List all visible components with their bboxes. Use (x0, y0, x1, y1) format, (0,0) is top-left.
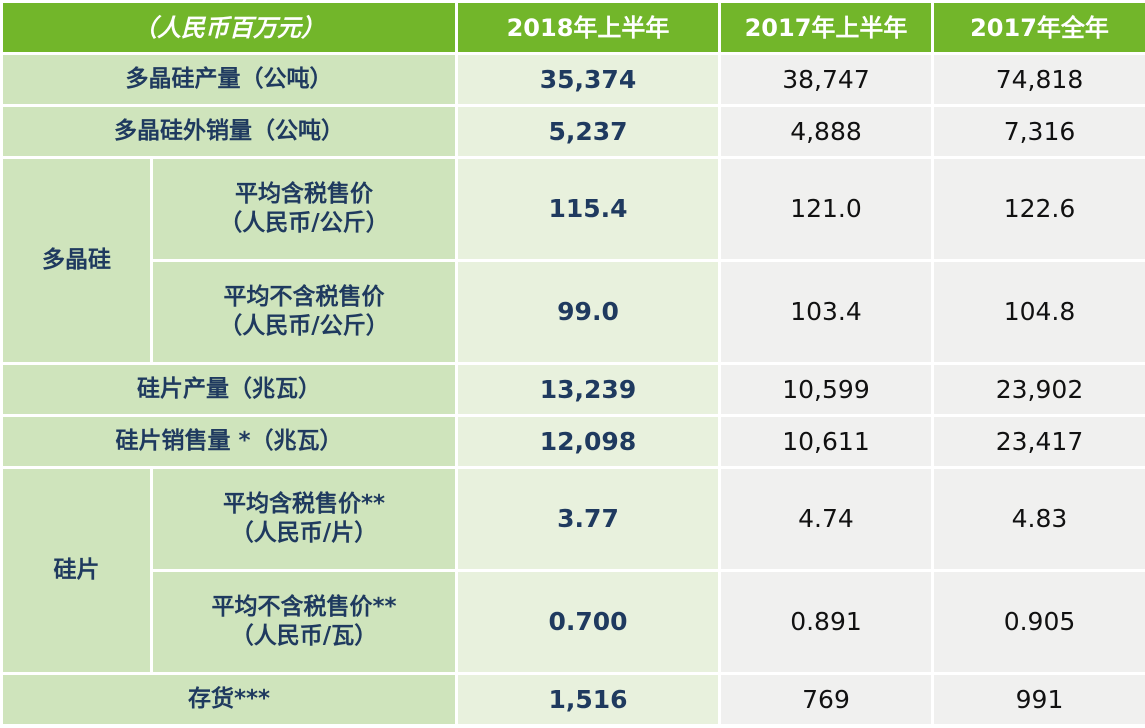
header-2018-h1: 2018年上半年 (455, 0, 721, 55)
cell-2018-h1: 35,374 (455, 52, 721, 107)
header-row: （人民币百万元） 2018年上半年 2017年上半年 2017年全年 (0, 0, 1145, 55)
header-2017-h1: 2017年上半年 (718, 0, 934, 55)
sublabel-line2: （人民币/公斤） (219, 210, 389, 236)
sublabel-line1: 平均不含税售价** (211, 594, 397, 621)
cell-2018-h1: 5,237 (455, 104, 721, 159)
row-label-wafer-output: 硅片产量（兆瓦） (0, 362, 458, 417)
sublabel-line1: 平均含税售价** (222, 491, 386, 518)
table-row: 平均不含税售价** （人民币/瓦） 0.700 0.891 0.905 (2, 569, 1145, 675)
cell-2017-h1: 103.4 (718, 259, 934, 365)
cell-2017-full-year: 7,316 (931, 104, 1145, 159)
row-label-poly-price-excl-tax: 平均不含税售价 （人民币/公斤） (150, 259, 458, 365)
cell-2017-h1: 4.74 (718, 466, 934, 572)
sublabel-line2: （人民币/片） (230, 520, 378, 546)
table-row: 硅片销售量 *（兆瓦） 12,098 10,611 23,417 (0, 414, 1145, 469)
cell-2018-h1: 3.77 (455, 466, 721, 572)
cell-2018-h1: 0.700 (455, 569, 721, 675)
header-unit: （人民币百万元） (0, 0, 458, 55)
cell-2018-h1: 115.4 (455, 156, 721, 262)
group-label-wafer: 硅片 (0, 466, 153, 675)
cell-2017-full-year: 991 (931, 672, 1145, 727)
row-label-inventory: 存货*** (0, 672, 458, 727)
cell-2017-full-year: 74,818 (931, 52, 1145, 107)
row-label-wafer-sales: 硅片销售量 *（兆瓦） (0, 414, 458, 469)
cell-2017-full-year: 4.83 (931, 466, 1145, 572)
sublabel-line2: （人民币/瓦） (230, 623, 378, 649)
cell-2018-h1: 99.0 (455, 259, 721, 365)
cell-2017-h1: 121.0 (718, 156, 934, 262)
cell-2017-full-year: 0.905 (931, 569, 1145, 675)
cell-2017-h1: 38,747 (718, 52, 934, 107)
cell-2017-h1: 0.891 (718, 569, 934, 675)
cell-2018-h1: 12,098 (455, 414, 721, 469)
table-row: 多晶硅外销量（公吨） 5,237 4,888 7,316 (0, 104, 1145, 159)
cell-2017-h1: 10,611 (718, 414, 934, 469)
row-label-poly-price-incl-tax: 平均含税售价 （人民币/公斤） (150, 156, 458, 262)
cell-2017-full-year: 23,417 (931, 414, 1145, 469)
table-row: 硅片 平均含税售价** （人民币/片） 3.77 4.74 4.83 (0, 466, 1145, 675)
row-label-poly-external-sales: 多晶硅外销量（公吨） (0, 104, 458, 159)
cell-2017-h1: 10,599 (718, 362, 934, 417)
table-row: 多晶硅 平均含税售价 （人民币/公斤） 115.4 121.0 122.6 (0, 156, 1145, 365)
row-label-wafer-price-incl-tax: 平均含税售价** （人民币/片） (150, 466, 458, 572)
table-row: 平均不含税售价 （人民币/公斤） 99.0 103.4 104.8 (2, 259, 1145, 365)
sublabel-line2: （人民币/公斤） (219, 313, 389, 339)
cell-2017-h1: 769 (718, 672, 934, 727)
group-label-polysilicon: 多晶硅 (0, 156, 153, 365)
cell-2018-h1: 1,516 (455, 672, 721, 727)
cell-2018-h1: 13,239 (455, 362, 721, 417)
table-row: 硅片产量（兆瓦） 13,239 10,599 23,902 (0, 362, 1145, 417)
sublabel-line1: 平均含税售价 (235, 181, 373, 208)
table-row: 存货*** 1,516 769 991 (0, 672, 1145, 727)
table-row: 多晶硅产量（公吨） 35,374 38,747 74,818 (0, 52, 1145, 107)
sublabel-line1: 平均不含税售价 (223, 284, 385, 311)
cell-2017-full-year: 23,902 (931, 362, 1145, 417)
row-label-poly-output: 多晶硅产量（公吨） (0, 52, 458, 107)
row-label-wafer-price-excl-tax: 平均不含税售价** （人民币/瓦） (150, 569, 458, 675)
cell-2017-full-year: 104.8 (931, 259, 1145, 365)
cell-2017-full-year: 122.6 (931, 156, 1145, 262)
header-2017-full-year: 2017年全年 (931, 0, 1145, 55)
cell-2017-h1: 4,888 (718, 104, 934, 159)
